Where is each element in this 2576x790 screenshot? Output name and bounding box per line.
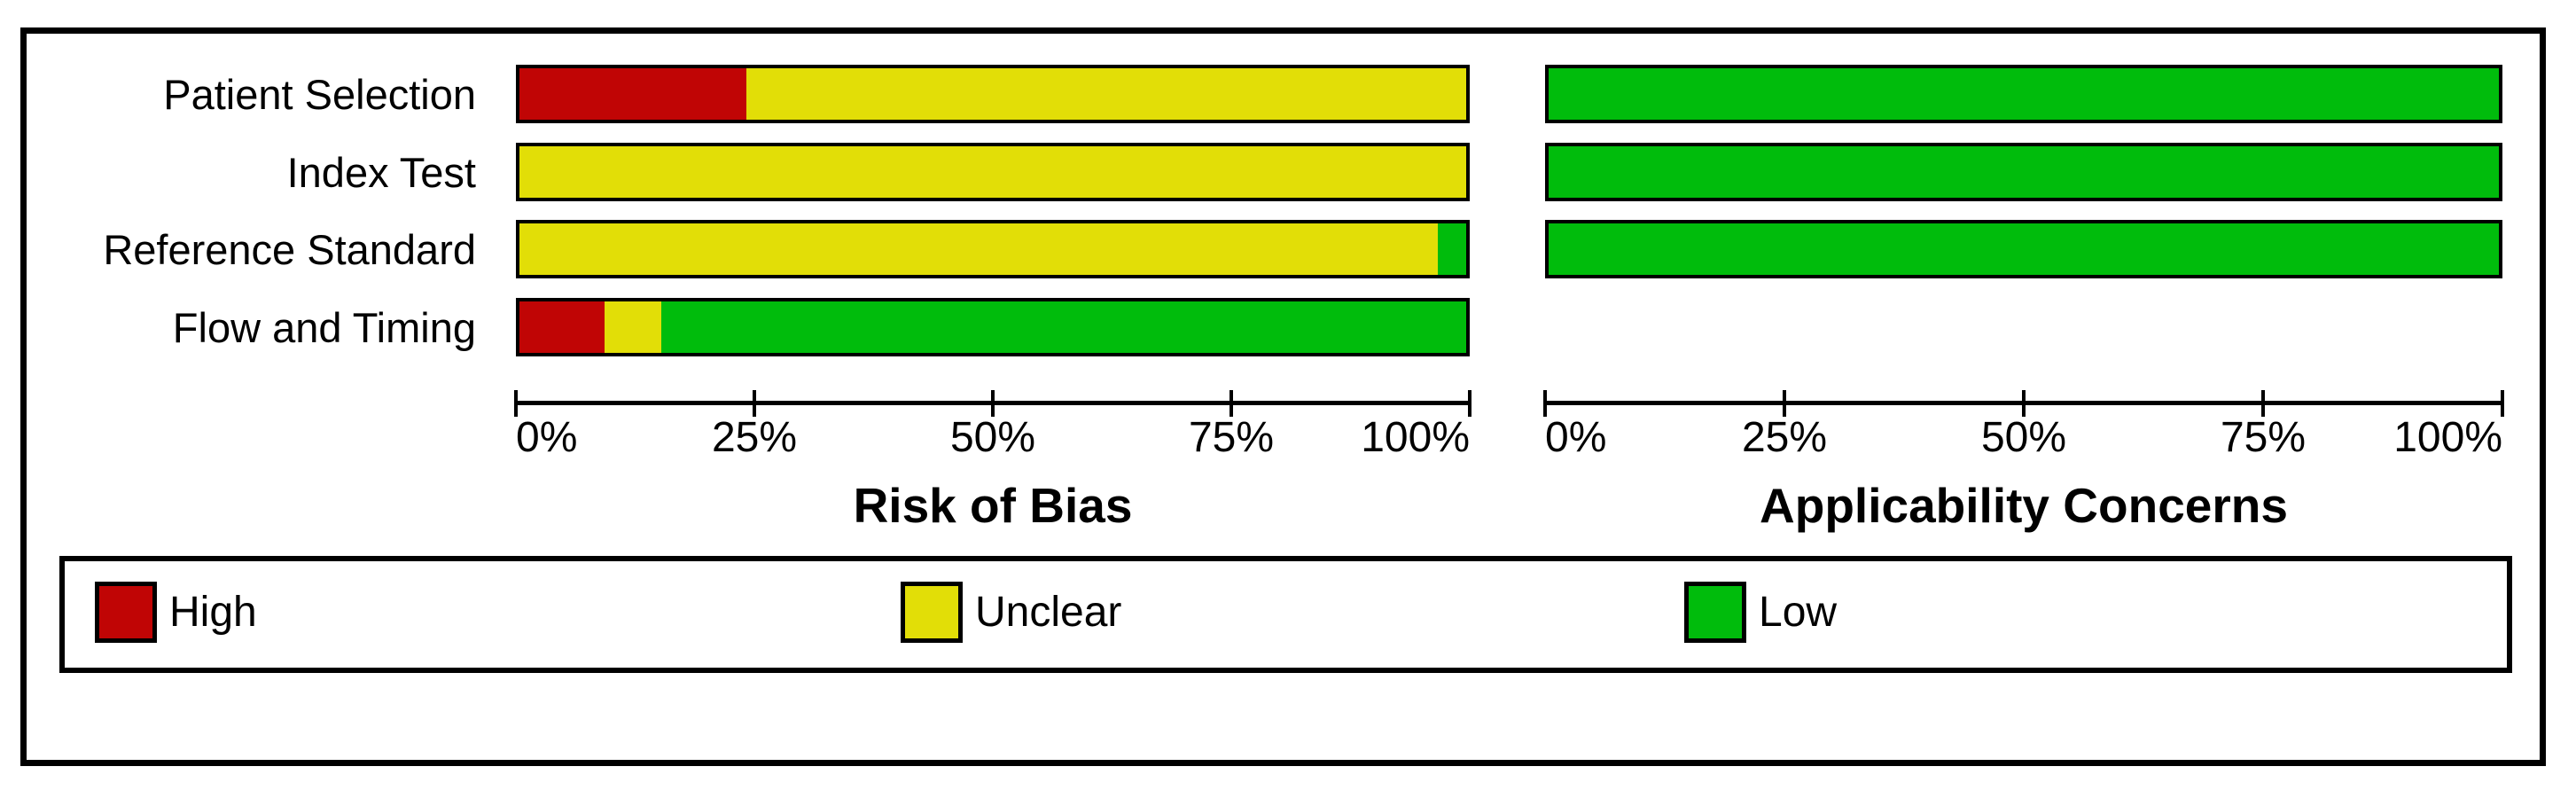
legend-swatch-high: [95, 582, 157, 643]
axis-tick: [753, 390, 756, 417]
bar-segment-unclear: [605, 301, 662, 353]
bar-segment-unclear: [519, 146, 1466, 198]
category-label: Reference Standard: [103, 225, 476, 273]
legend-item-high: High: [95, 582, 257, 643]
axis-tick: [1468, 390, 1471, 417]
bar-index-test: [1545, 143, 2502, 201]
tick-label: 75%: [1188, 414, 1275, 461]
axis-tick: [1783, 390, 1786, 417]
tick-label: 100%: [2393, 414, 2502, 461]
bar-segment-low: [1549, 146, 2499, 198]
tick-label: 50%: [1980, 414, 2067, 461]
legend-swatch-unclear: [901, 582, 963, 643]
legend-item-low: Low: [1684, 582, 1837, 643]
tick-label: 50%: [949, 414, 1036, 461]
axis-title-risk-of-bias: Risk of Bias: [853, 478, 1133, 533]
axis-title-applicability-concerns: Applicability Concerns: [1760, 478, 2288, 533]
category-label: Index Test: [286, 148, 476, 196]
axis-tick: [2022, 390, 2026, 417]
tick-label: 25%: [711, 414, 798, 461]
axis-tick: [1543, 390, 1547, 417]
bar-index-test: [516, 143, 1470, 201]
tick-label: 25%: [1741, 414, 1828, 461]
bar-segment-low: [661, 301, 1466, 353]
category-label: Patient Selection: [163, 70, 476, 118]
tick-label: 0%: [1545, 414, 1607, 461]
tick-label: 100%: [1361, 414, 1470, 461]
bar-reference-standard: [1545, 220, 2502, 278]
tick-label: 75%: [2220, 414, 2307, 461]
legend-item-unclear: Unclear: [901, 582, 1121, 643]
bar-segment-low: [1549, 223, 2499, 275]
legend-box: [59, 556, 2512, 673]
bar-segment-unclear: [746, 68, 1466, 120]
bar-patient-selection: [516, 65, 1470, 123]
bar-segment-low: [1437, 223, 1466, 275]
bar-segment-high: [519, 301, 605, 353]
legend-label-unclear: Unclear: [975, 588, 1122, 636]
bar-segment-unclear: [519, 223, 1438, 275]
bar-flow-and-timing: [516, 298, 1470, 356]
legend-label-low: Low: [1759, 588, 1838, 636]
axis-tick: [2261, 390, 2265, 417]
bar-segment-low: [1549, 68, 2499, 120]
axis-tick: [1229, 390, 1233, 417]
bar-segment-high: [519, 68, 747, 120]
legend-label-high: High: [169, 588, 257, 636]
axis-tick: [991, 390, 995, 417]
tick-label: 0%: [516, 414, 578, 461]
bar-reference-standard: [516, 220, 1470, 278]
bar-patient-selection: [1545, 65, 2502, 123]
axis-tick: [2501, 390, 2504, 417]
legend-swatch-low: [1684, 582, 1746, 643]
axis-tick: [514, 390, 518, 417]
category-label: Flow and Timing: [172, 303, 476, 351]
